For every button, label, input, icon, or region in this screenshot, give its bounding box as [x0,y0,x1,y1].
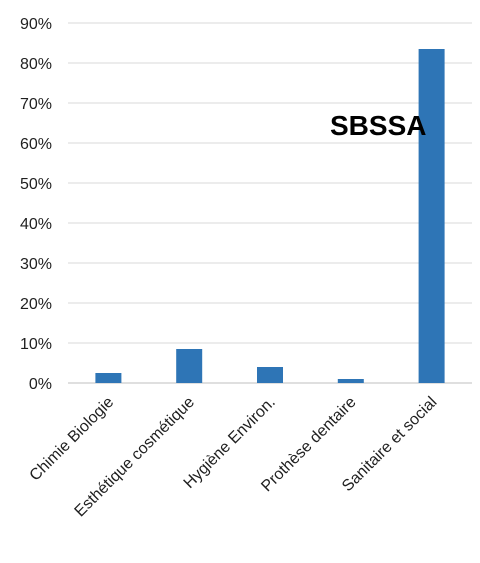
x-tick-label: Chimie Biologie [27,394,118,485]
bar [418,49,445,383]
y-tick-label: 30% [20,256,52,273]
y-tick-label: 60% [20,136,52,153]
y-tick-label: 40% [20,216,52,233]
bar [257,367,283,383]
gridlines [68,22,472,384]
bar [337,379,364,383]
y-tick-label: 80% [20,56,52,73]
y-tick-label: 20% [20,296,52,313]
bars [95,49,445,383]
y-axis-tick-labels: 0% 10% 20% 30% 40% 50% 60% 70% 80% 90% [20,16,52,393]
y-tick-label: 70% [20,96,52,113]
y-tick-label: 10% [20,336,52,353]
y-tick-label: 0% [29,376,52,393]
annotation-label: SBSSA [330,110,426,141]
bar [95,373,122,383]
y-tick-label: 90% [20,16,52,33]
bar [176,349,203,383]
y-tick-label: 50% [20,176,52,193]
